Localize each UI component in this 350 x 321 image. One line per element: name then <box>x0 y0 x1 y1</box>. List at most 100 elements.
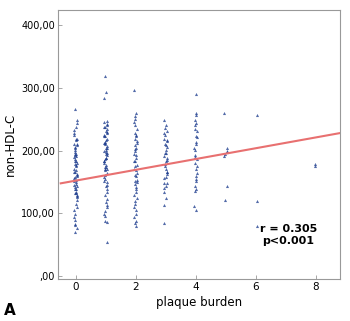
Point <box>104 239 110 245</box>
Point <box>193 141 199 146</box>
Point <box>132 119 137 125</box>
Point <box>133 153 139 158</box>
Point <box>102 132 107 137</box>
Point <box>73 163 79 168</box>
Point <box>223 197 228 203</box>
Point <box>194 140 199 145</box>
Point <box>192 188 198 193</box>
Point <box>134 180 139 185</box>
Point <box>102 134 107 139</box>
Point <box>74 154 79 159</box>
Point <box>161 186 167 191</box>
Point <box>194 135 200 140</box>
Point <box>221 153 227 158</box>
Point <box>74 136 80 142</box>
Point <box>103 156 108 161</box>
Point <box>73 164 79 169</box>
Point <box>102 164 108 169</box>
Point <box>72 130 77 135</box>
Point <box>194 128 199 134</box>
Point <box>132 146 138 151</box>
Point <box>135 170 140 176</box>
Point <box>163 143 169 148</box>
Point <box>133 207 139 212</box>
Point <box>162 132 168 137</box>
Point <box>162 180 167 185</box>
Point <box>193 173 198 178</box>
Point <box>132 178 138 184</box>
Point <box>73 124 79 129</box>
Point <box>133 187 139 192</box>
Point <box>74 121 79 126</box>
Point <box>164 129 170 134</box>
Point <box>102 211 107 216</box>
Point <box>193 167 199 172</box>
Point <box>133 155 139 160</box>
Point <box>133 145 139 151</box>
Point <box>131 87 137 92</box>
Point <box>104 183 110 188</box>
Point <box>163 150 169 155</box>
Point <box>72 222 78 228</box>
Point <box>192 152 198 157</box>
Point <box>75 172 80 177</box>
Point <box>103 155 108 160</box>
Point <box>74 226 80 231</box>
Point <box>103 167 108 172</box>
Point <box>72 161 77 167</box>
Point <box>104 126 110 132</box>
Point <box>104 131 110 136</box>
Point <box>102 73 108 78</box>
Point <box>72 127 77 132</box>
Point <box>73 167 79 172</box>
Point <box>131 158 137 163</box>
Point <box>193 91 198 96</box>
Point <box>192 154 197 160</box>
Point <box>164 169 170 174</box>
Point <box>163 159 169 164</box>
Point <box>132 166 137 171</box>
Point <box>133 184 139 189</box>
Point <box>133 113 138 118</box>
Point <box>104 118 110 124</box>
Point <box>103 157 108 162</box>
Point <box>161 153 167 159</box>
Point <box>133 189 139 194</box>
Point <box>193 208 199 213</box>
Point <box>102 167 107 172</box>
Point <box>73 181 78 186</box>
Point <box>104 153 110 158</box>
Point <box>164 166 169 171</box>
Point <box>101 160 107 166</box>
Point <box>103 138 109 143</box>
Point <box>102 174 107 179</box>
Point <box>71 166 77 171</box>
Point <box>103 89 108 94</box>
Point <box>131 152 137 157</box>
Point <box>73 159 78 164</box>
Point <box>73 201 79 206</box>
Point <box>164 138 170 143</box>
Point <box>132 198 138 203</box>
Point <box>133 110 139 115</box>
Point <box>312 161 317 166</box>
Point <box>102 178 107 183</box>
Point <box>103 184 109 189</box>
Point <box>102 142 108 147</box>
Point <box>103 199 108 204</box>
Point <box>73 189 79 194</box>
Point <box>73 190 79 195</box>
Point <box>72 187 78 192</box>
Point <box>104 136 110 142</box>
Point <box>162 220 167 225</box>
Point <box>132 116 138 121</box>
Point <box>72 175 78 180</box>
Point <box>192 184 197 189</box>
Point <box>134 134 139 139</box>
Point <box>102 140 108 145</box>
Point <box>103 147 108 152</box>
Point <box>162 142 168 147</box>
Point <box>131 192 137 197</box>
Point <box>71 207 77 212</box>
Point <box>74 193 79 198</box>
